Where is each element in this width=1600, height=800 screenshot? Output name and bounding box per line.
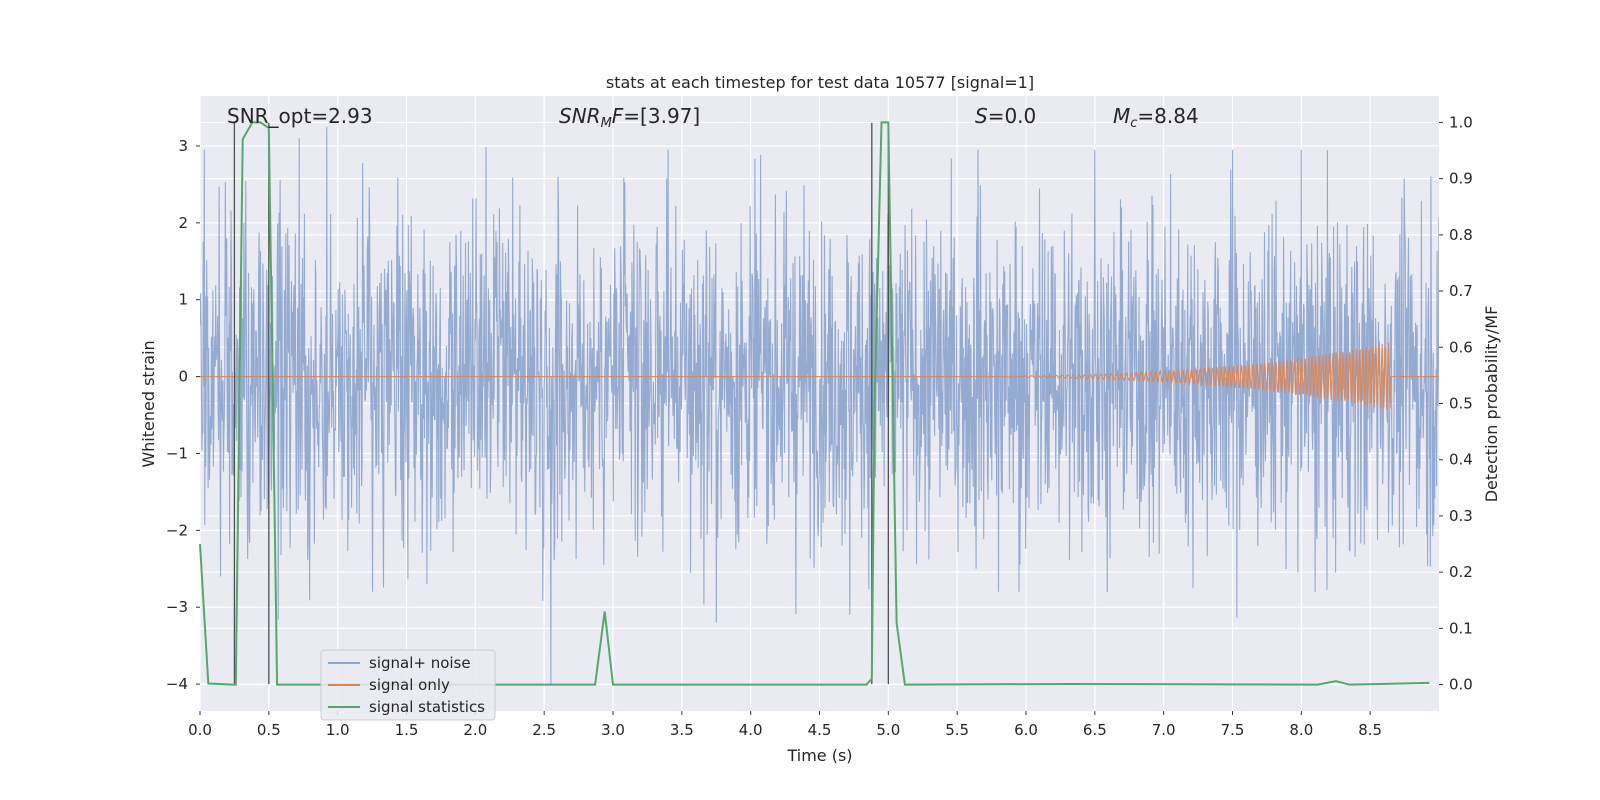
annotation-s-value: S=0.0	[975, 104, 1036, 128]
y-tick-label: 2	[178, 214, 188, 232]
x-tick-label: 0.5	[257, 721, 281, 739]
x-tick-label: 2.0	[463, 721, 487, 739]
x-axis-label: Time (s)	[786, 746, 852, 765]
legend-label-signal: signal only	[369, 676, 450, 694]
x-tick-label: 2.5	[532, 721, 556, 739]
x-tick-label: 4.0	[739, 721, 763, 739]
y2-tick-label: 0.1	[1449, 619, 1473, 637]
x-tick-label: 5.5	[945, 721, 969, 739]
annotation-mc-value: Mc=8.84	[1113, 104, 1199, 131]
y-tick-label: −4	[166, 675, 188, 693]
x-tick-label: 1.5	[395, 721, 419, 739]
x-tick-label: 7.5	[1221, 721, 1245, 739]
y2-tick-label: 0.2	[1449, 563, 1473, 581]
y-tick-label: −2	[166, 521, 188, 539]
y2-tick-label: 0.5	[1449, 395, 1473, 413]
legend-label-statistics: signal statistics	[369, 698, 485, 716]
y-tick-label: −3	[166, 598, 188, 616]
series-signal-statistics	[199, 121, 1430, 686]
y2-tick-label: 0.4	[1449, 451, 1473, 469]
legend-box	[320, 649, 496, 721]
x-tick-label: 1.0	[326, 721, 350, 739]
x-tick-label: 3.0	[601, 721, 625, 739]
chart-title: stats at each timestep for test data 105…	[606, 73, 1034, 92]
x-tick-label: 6.5	[1083, 721, 1107, 739]
axis-layer: 0.0 0.5 1.0 1.5 2.0 2.5 3.0 3.5 4.0 4.5 5.0 5.5 6.0 6…	[166, 113, 1473, 739]
y2-tick-label: 0.6	[1449, 338, 1473, 356]
y2-tick-label: 1.0	[1449, 113, 1473, 131]
y-tick-label: 1	[178, 291, 188, 309]
y-tick-label: 0	[178, 368, 188, 386]
x-tick-label: 6.0	[1014, 721, 1038, 739]
x-tick-label: 8.0	[1289, 721, 1313, 739]
annotation-snr-mf: SNRMF=[3.97]	[559, 104, 700, 131]
x-tick-label: 4.5	[808, 721, 832, 739]
x-tick-label: 3.5	[670, 721, 694, 739]
x-tick-label: 0.0	[188, 721, 212, 739]
x-tick-label: 8.5	[1358, 721, 1382, 739]
y2-tick-label: 0.9	[1449, 170, 1473, 188]
y-tick-label: 3	[178, 137, 188, 155]
annotation-snr-opt: SNR_opt=2.93	[227, 104, 373, 128]
legend-label-noise: signal+ noise	[369, 654, 471, 672]
y-tick-label: −1	[166, 444, 188, 462]
data-layer	[200, 126, 1439, 685]
y2-tick-label: 0.8	[1449, 226, 1473, 244]
y2-tick-label: 0.3	[1449, 507, 1473, 525]
legend: signal+ noise signal only signal statist…	[320, 649, 496, 721]
series-signal-only	[200, 342, 1439, 410]
y-axis-label: Whitened strain	[139, 340, 158, 467]
y2-tick-label: 0.7	[1449, 282, 1473, 300]
y2-axis-label: Detection probability/MF	[1482, 306, 1501, 503]
y2-tick-label: 0.0	[1449, 676, 1473, 694]
x-tick-label: 7.0	[1152, 721, 1176, 739]
annotation-layer: SNR_opt=2.93 SNRMF=[3.97] S=0.0 Mc=8.84	[227, 104, 1199, 131]
marker-layer	[199, 121, 1430, 686]
series-signal-noise	[200, 126, 1439, 685]
x-tick-label: 5.0	[876, 721, 900, 739]
